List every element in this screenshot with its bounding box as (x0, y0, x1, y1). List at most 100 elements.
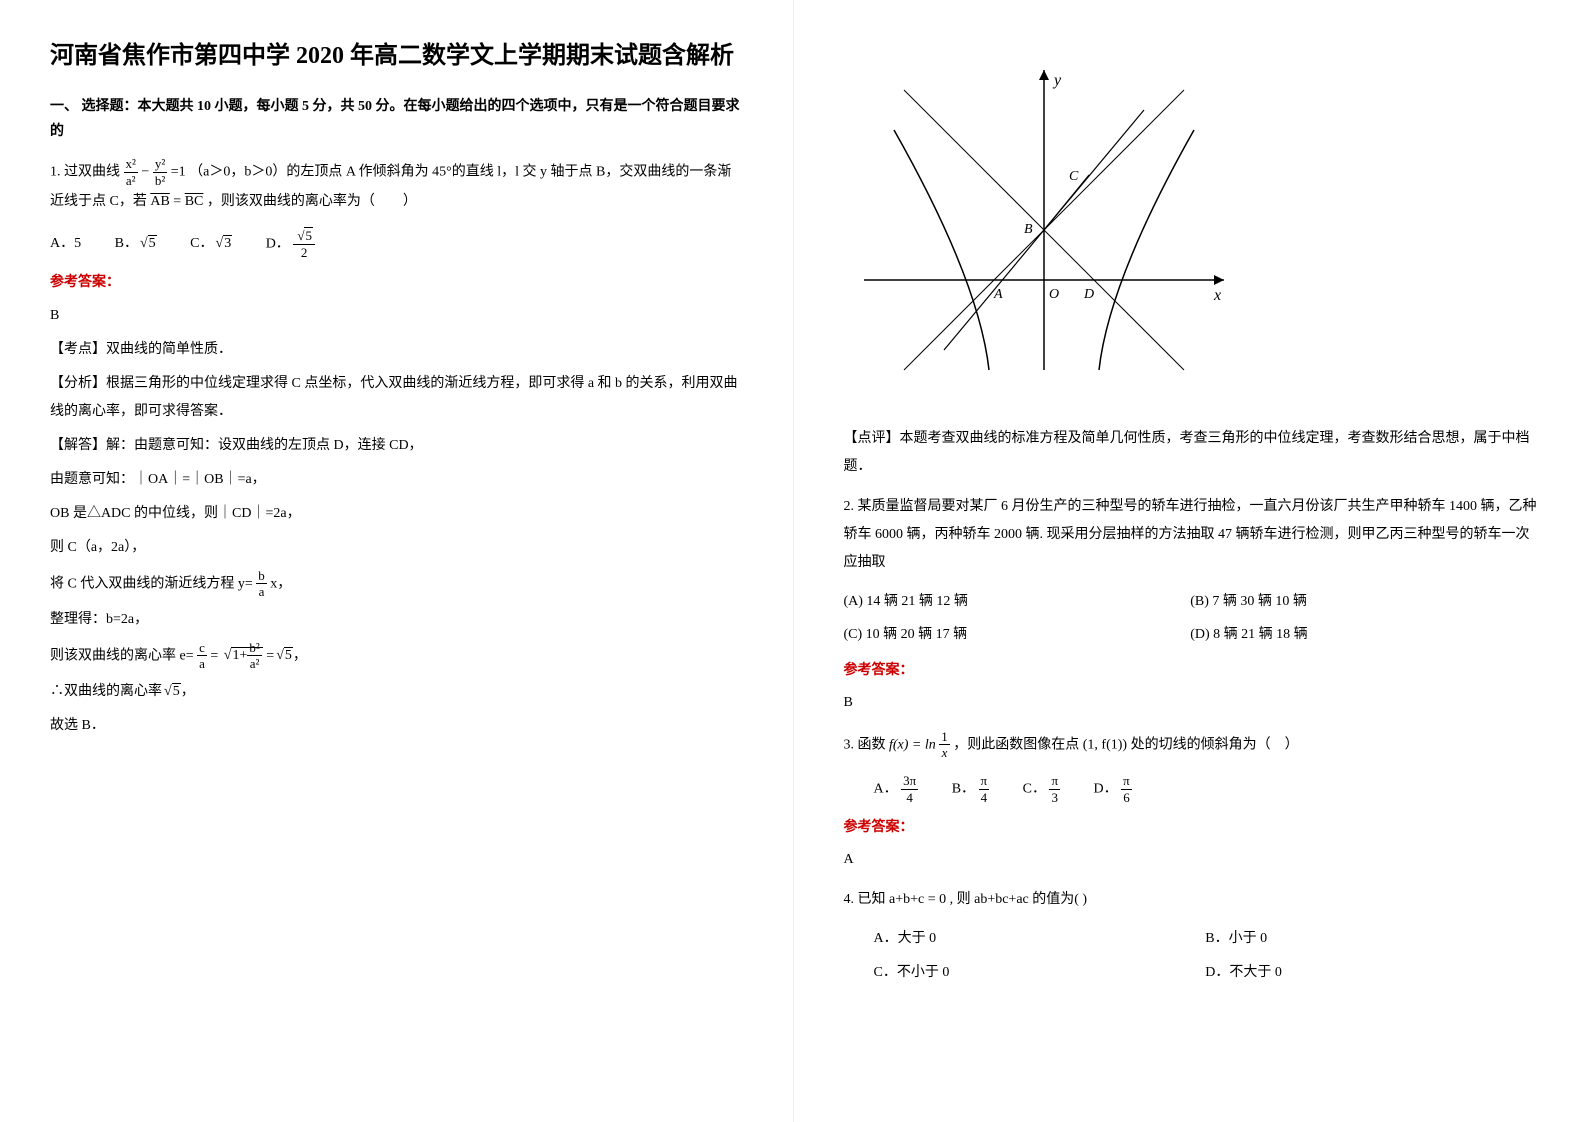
frac-den: a (197, 656, 207, 672)
vector-bc: BC (185, 194, 204, 209)
point: (1, f(1)) (1083, 737, 1127, 752)
sqrt-icon: 5 (138, 236, 157, 251)
option-b: B． 5 (115, 231, 157, 256)
label-o: O (1049, 287, 1059, 302)
hyperbola-right (1099, 130, 1194, 370)
x-arrow-icon (1214, 275, 1224, 285)
frac-num: 1 (939, 729, 950, 746)
text: 1+ (232, 648, 247, 663)
label-c: C (1069, 169, 1079, 184)
text: ， (293, 648, 307, 663)
sqrt-icon: 5 (274, 648, 293, 663)
q4-options-row1: A．大于 0 B．小于 0 (844, 926, 1538, 951)
opt-label: C． (1023, 781, 1046, 796)
frac-num: x² (126, 156, 136, 171)
q2-options-row1: (A) 14 辆 21 辆 12 辆 (B) 7 辆 30 辆 10 辆 (844, 589, 1538, 614)
q1-solve3: OB 是△ADC 的中位线，则｜CD｜=2a， (50, 500, 743, 528)
q1-solve2: 由题意可知：｜OA｜=｜OB｜=a， (50, 466, 743, 494)
frac-den: a² (126, 173, 136, 188)
q1-point: 【考点】双曲线的简单性质． (50, 336, 743, 364)
q1-options: A．5 B． 5 C． 3 D． 5 2 (50, 228, 743, 260)
q1-solve7: 则该双曲线的离心率 e= ca = 1+b²a² =5， (50, 640, 743, 672)
sqrt-val: 5 (148, 235, 157, 251)
frac-den: a (256, 584, 267, 600)
opt-label: B． (952, 781, 975, 796)
sqrt-icon: 3 (214, 236, 233, 251)
option-c: (C) 10 辆 20 辆 17 辆 (844, 622, 1191, 647)
q1-solve1: 【解答】解：由题意可知：设双曲线的左顶点 D，连接 CD， (50, 432, 743, 460)
sqrt-val: 5 (304, 227, 313, 243)
option-a: A． 3π4 (874, 773, 919, 805)
vector-ab: AB (150, 194, 169, 209)
question-2: 2. 某质量监督局要对某厂 6 月份生产的三种型号的轿车进行抽检，一直六月份该厂… (844, 493, 1538, 577)
q4-options-row2: C．不小于 0 D．不大于 0 (844, 960, 1538, 985)
frac-den: 4 (901, 790, 918, 806)
option-a: (A) 14 辆 21 辆 12 辆 (844, 589, 1191, 614)
text: ， (181, 684, 195, 699)
frac-den: 3 (1049, 790, 1060, 806)
sqrt-body: 1+b²a² (231, 647, 262, 663)
y-arrow-icon (1039, 70, 1049, 80)
frac-num: π (979, 773, 990, 790)
frac-num: π (1121, 773, 1132, 790)
frac-den: b² (155, 173, 165, 188)
label-y: y (1052, 72, 1062, 89)
sqrt-icon: 5 (295, 228, 313, 243)
option-d: (D) 8 辆 21 辆 18 辆 (1190, 622, 1537, 647)
frac-den: a² (247, 656, 261, 672)
sqrt-val: 5 (284, 647, 293, 663)
question-3: 3. 函数 f(x) = ln 1x ，则此函数图像在点 (1, f(1)) 处… (844, 729, 1538, 761)
frac-num: y² (155, 156, 165, 171)
segment-bc (1044, 175, 1089, 230)
frac-den: 6 (1121, 790, 1132, 806)
option-b: B．小于 0 (1205, 926, 1537, 951)
question-4: 4. 已知 a+b+c = 0 , 则 ab+bc+ac 的值为( ) (844, 886, 1538, 914)
sqrt-icon: 1+b²a² (222, 648, 263, 663)
opt-label: D． (1094, 781, 1118, 796)
q1-solve4: 则 C（a，2a）， (50, 534, 743, 562)
label-b: B (1024, 222, 1033, 237)
text: ，则此函数图像在点 (953, 737, 1079, 752)
frac-num: 3π (901, 773, 918, 790)
q1-solve9: 故选 B． (50, 712, 743, 740)
opt-label: B． (115, 236, 138, 251)
answer-label: 参考答案： (50, 270, 743, 295)
hyperbola-diagram: x y O A B C D (844, 50, 1244, 390)
text: 3. 函数 (844, 737, 886, 752)
text: ∴双曲线的离心率 (50, 684, 162, 699)
label-d: D (1083, 287, 1094, 302)
func: f(x) = ln (889, 737, 936, 752)
sqrt-val: 3 (223, 235, 232, 251)
eq: = (210, 648, 218, 663)
text: 处的切线的倾斜角为（ ） (1131, 737, 1299, 752)
opt-label: A． (874, 781, 898, 796)
frac-num: c (197, 640, 207, 657)
option-d: D．不大于 0 (1205, 960, 1537, 985)
text: x， (270, 576, 291, 591)
option-c: C．不小于 0 (874, 960, 1206, 985)
frac-num: b² (247, 640, 261, 657)
text: 则该双曲线的离心率 e= (50, 648, 194, 663)
option-b: B． π4 (952, 773, 989, 805)
option-a: A．大于 0 (874, 926, 1206, 951)
q3-answer: A (844, 846, 1538, 874)
sqrt-icon: 5 (162, 684, 181, 699)
q1-solve5: 将 C 代入双曲线的渐近线方程 y= ba x， (50, 568, 743, 600)
option-d: D． 5 2 (266, 228, 315, 260)
frac-num: π (1049, 773, 1060, 790)
frac-den: 2 (293, 245, 315, 261)
option-c: C． 3 (190, 231, 232, 256)
q1-solve8: ∴双曲线的离心率5， (50, 678, 743, 706)
opt-label: D． (266, 236, 290, 251)
q2-options-row2: (C) 10 辆 20 辆 17 辆 (D) 8 辆 21 辆 18 辆 (844, 622, 1538, 647)
q1-prefix: 1. 过双曲线 (50, 164, 120, 179)
frac-den: x (939, 745, 950, 761)
text: 将 C 代入双曲线的渐近线方程 y= (50, 576, 253, 591)
frac-num: b (256, 568, 267, 585)
frac-den: 4 (979, 790, 990, 806)
hyperbola-left (894, 130, 989, 370)
document-title: 河南省焦作市第四中学 2020 年高二数学文上学期期末试题含解析 (50, 40, 743, 74)
opt-label: C． (190, 236, 213, 251)
option-a: A．5 (50, 231, 81, 256)
q3-options: A． 3π4 B． π4 C． π3 D． π6 (844, 773, 1538, 805)
